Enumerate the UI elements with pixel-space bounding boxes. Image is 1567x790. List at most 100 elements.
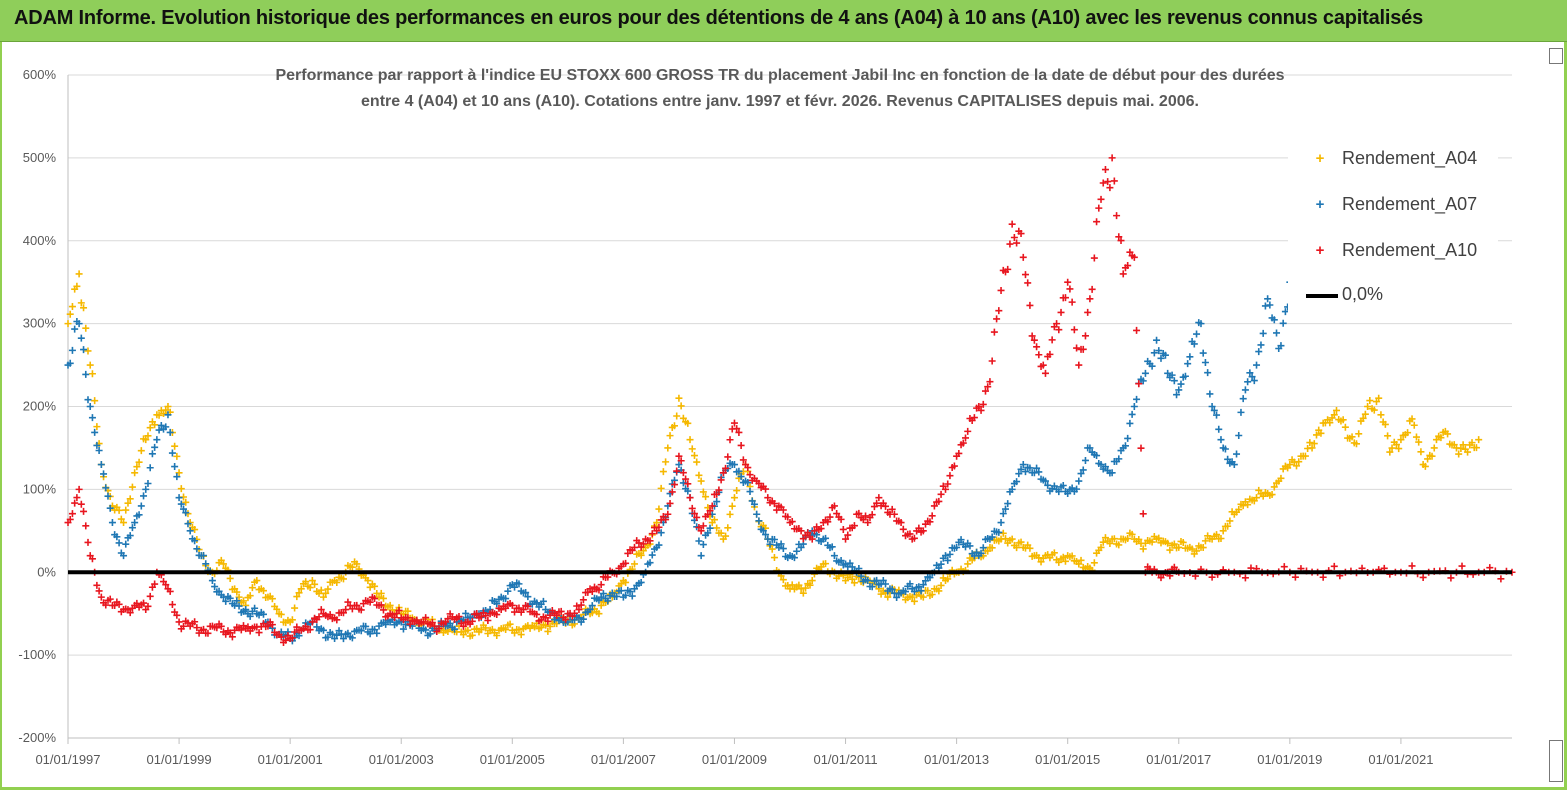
point <box>193 624 201 632</box>
point <box>762 531 770 539</box>
point <box>371 582 379 590</box>
point <box>1397 436 1405 444</box>
point <box>215 587 223 595</box>
point <box>166 428 174 436</box>
y-tick-label: 0% <box>37 564 56 579</box>
point <box>944 480 952 488</box>
point <box>779 545 787 553</box>
point <box>597 581 605 589</box>
point <box>246 612 254 620</box>
point <box>586 606 594 614</box>
point <box>1190 340 1198 348</box>
x-tick-label: 01/01/2003 <box>369 752 434 767</box>
point <box>193 545 201 553</box>
point <box>1017 538 1025 546</box>
point <box>375 593 383 601</box>
point <box>679 479 687 487</box>
point <box>686 436 694 444</box>
point <box>1008 220 1016 228</box>
point <box>306 584 314 592</box>
point <box>251 604 259 612</box>
point <box>324 585 332 593</box>
point <box>1424 455 1432 463</box>
point <box>1061 557 1069 565</box>
y-tick-label: 300% <box>23 316 57 331</box>
point <box>1086 295 1094 303</box>
point <box>990 328 998 336</box>
point <box>957 536 965 544</box>
y-tick-label: 500% <box>23 150 57 165</box>
point <box>1084 308 1092 316</box>
point <box>322 589 330 597</box>
point <box>1253 494 1261 502</box>
point <box>1033 343 1041 351</box>
point <box>477 626 485 634</box>
point <box>746 488 754 496</box>
point <box>833 510 841 518</box>
point <box>144 432 152 440</box>
point <box>1352 440 1360 448</box>
point <box>802 584 810 592</box>
point <box>1044 481 1052 489</box>
point <box>706 524 714 532</box>
point <box>1201 358 1209 366</box>
point <box>824 518 832 526</box>
point <box>864 519 872 527</box>
point <box>133 463 141 471</box>
scroll-handle-bottom[interactable] <box>1549 740 1563 782</box>
x-tick-label: 01/01/2017 <box>1146 752 1211 767</box>
point <box>1268 491 1276 499</box>
point <box>755 517 763 525</box>
point <box>1415 438 1423 446</box>
point <box>106 595 114 603</box>
point <box>1124 262 1132 270</box>
point <box>344 598 352 606</box>
point <box>662 458 670 466</box>
point <box>173 452 181 460</box>
point <box>80 507 88 515</box>
point <box>673 412 681 420</box>
point <box>1010 234 1018 242</box>
point <box>788 581 796 589</box>
point <box>464 626 472 634</box>
point <box>966 542 974 550</box>
point <box>308 577 316 585</box>
point <box>999 510 1007 518</box>
point <box>1377 411 1385 419</box>
point <box>762 485 770 493</box>
point <box>1099 179 1107 187</box>
point <box>924 587 932 595</box>
point <box>133 599 141 607</box>
point <box>319 593 327 601</box>
point <box>333 578 341 586</box>
point <box>1428 452 1436 460</box>
point <box>739 456 747 464</box>
point <box>511 583 519 591</box>
point <box>339 575 347 583</box>
point <box>890 510 898 518</box>
point <box>648 551 656 559</box>
point <box>1090 559 1098 567</box>
point <box>1139 545 1147 553</box>
point <box>597 593 605 601</box>
point <box>1319 573 1327 581</box>
point <box>1237 408 1245 416</box>
point <box>1030 469 1038 477</box>
point <box>817 525 825 533</box>
point <box>1059 553 1067 561</box>
point <box>122 506 130 514</box>
point <box>80 346 88 354</box>
point <box>1079 345 1087 353</box>
point <box>102 484 110 492</box>
point <box>770 500 778 508</box>
point <box>428 619 436 627</box>
point <box>1141 369 1149 377</box>
point <box>1224 455 1232 463</box>
point <box>1055 326 1063 334</box>
point <box>679 414 687 422</box>
point <box>908 593 916 601</box>
point <box>220 560 228 568</box>
point <box>906 580 914 588</box>
scroll-handle-top[interactable] <box>1549 48 1563 64</box>
